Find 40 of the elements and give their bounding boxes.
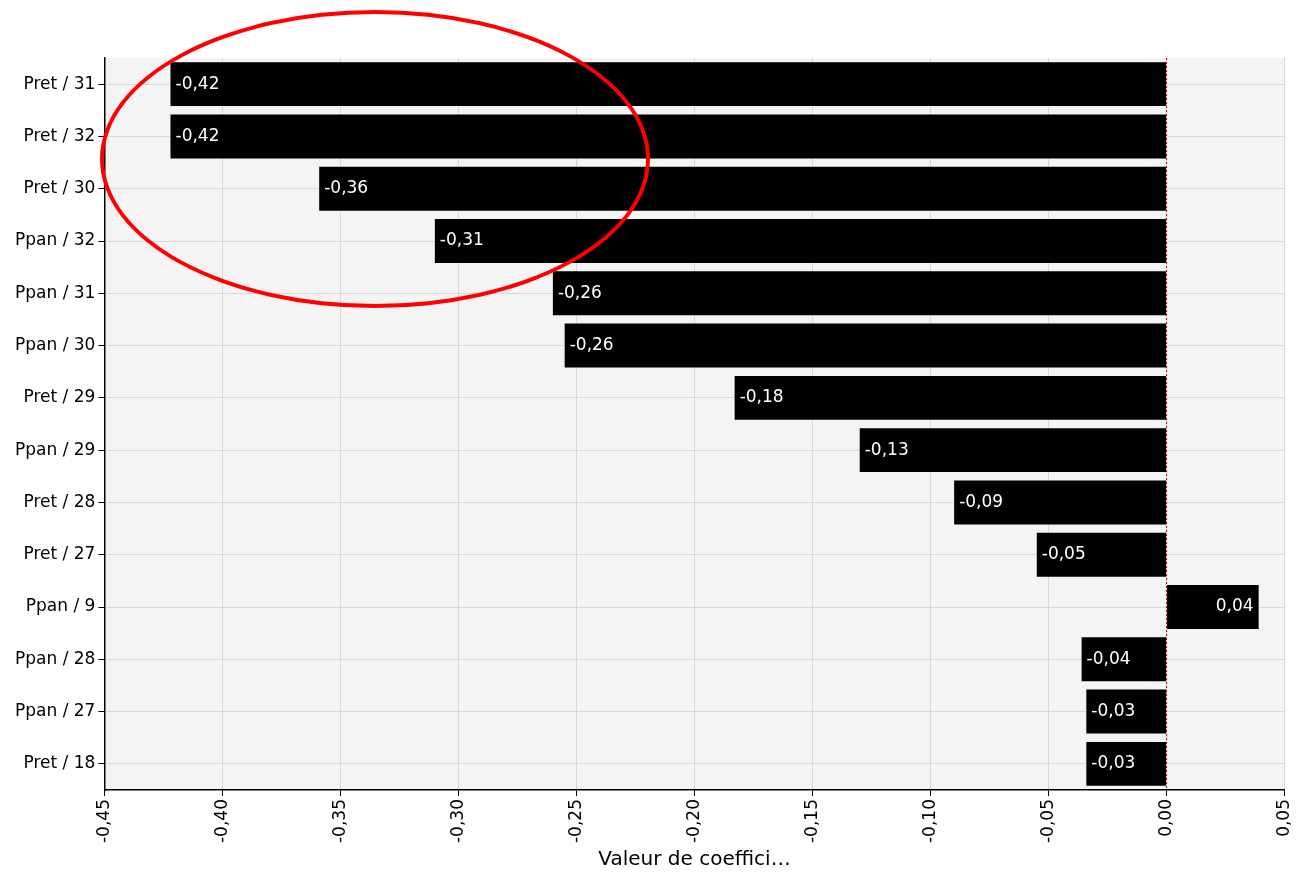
data-label: -0,36 [324,177,369,198]
y-tick-label: Ppan / 31 [15,281,96,302]
data-label: -0,26 [557,281,602,302]
y-tick-label: Ppan / 30 [15,334,96,354]
y-tick-label: Ppan / 29 [15,438,96,459]
y-tick-label: Ppan / 27 [15,700,96,721]
x-tick-label: -0,35 [328,799,349,844]
x-tick-label: 0,05 [1273,799,1294,837]
x-tick-label: 0,00 [1155,799,1175,837]
x-axis-title: Valeur de coeffici… [598,846,791,871]
y-tick-label: Pret / 28 [23,490,96,511]
data-label: -0,03 [1091,752,1136,773]
y-tick-label: Ppan / 28 [15,647,96,668]
data-label: -0,13 [864,438,909,459]
data-label: 0,04 [1215,595,1254,616]
x-tick-label: -0,10 [918,799,939,844]
x-tick-label: -0,40 [210,799,231,844]
data-label: -0,09 [959,490,1004,511]
y-tick-label: Ppan / 9 [25,595,96,616]
data-label: -0,04 [1086,647,1131,668]
x-tick-label: -0,20 [682,799,703,844]
x-tick-label: -0,45 [92,799,113,844]
data-label: -0,31 [439,229,484,250]
y-tick-label: Pret / 18 [23,752,96,773]
x-tick-label: -0,30 [446,799,467,844]
y-tick-label: Pret / 32 [23,124,96,145]
data-label: -0,05 [1041,543,1086,564]
y-tick-label: Pret / 27 [23,543,96,564]
data-label: -0,03 [1091,700,1136,721]
data-label: -0,42 [175,124,220,145]
y-tick-label: Pret / 30 [23,177,96,198]
x-tick-label: -0,15 [800,799,821,844]
data-label: -0,42 [175,72,220,93]
x-tick-label: -0,25 [564,799,585,844]
y-tick-label: Pret / 31 [23,72,96,93]
data-label: -0,26 [569,334,614,354]
x-tick-label: -0,05 [1036,799,1057,844]
y-tick-label: Pret / 29 [23,386,96,407]
y-tick-label: Ppan / 32 [15,229,96,250]
data-label: -0,18 [739,386,784,407]
